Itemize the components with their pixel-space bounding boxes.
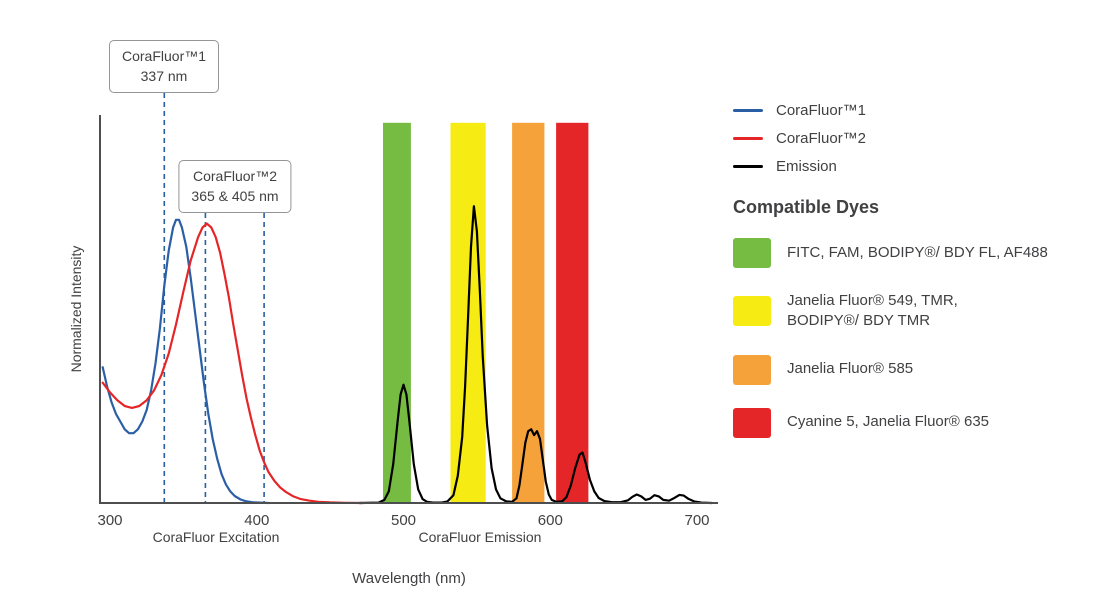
legend-item-corafluor2: CoraFluor™2	[733, 130, 1105, 147]
yellow-filter-swatch	[733, 296, 771, 327]
dye-item-orange: Janelia Fluor® 585	[733, 354, 1105, 385]
excitation-section-label: CoraFluor Excitation	[152, 529, 280, 545]
corafluor1-line-swatch	[733, 109, 763, 112]
callout-corafluor1-name: CoraFluor™1	[121, 48, 207, 64]
x-axis-label: Wavelength (nm)	[352, 570, 466, 587]
red-filter-swatch	[733, 407, 771, 438]
x-tick-label-300: 300	[97, 512, 122, 529]
filter-band-red	[556, 122, 589, 504]
legend-label-emission: Emission	[776, 158, 837, 175]
series-emission	[358, 205, 713, 505]
filter-band-green	[383, 122, 411, 504]
legend: CoraFluor™1 CoraFluor™2 Emission	[733, 102, 1105, 175]
x-tick-label-700: 700	[684, 512, 709, 529]
orange-filter-swatch	[733, 354, 771, 385]
dye-item-yellow: Janelia Fluor® 549, TMR, BODIPY®/ BDY TM…	[733, 291, 1105, 332]
y-axis-label: Normalized Intensity	[68, 245, 84, 373]
callout-corafluor2-name: CoraFluor™2	[192, 168, 278, 184]
callout-corafluor2: CoraFluor™2 365 & 405 nm	[178, 160, 292, 214]
legend-item-corafluor1: CoraFluor™1	[733, 102, 1105, 119]
legend-item-emission: Emission	[733, 158, 1105, 175]
spectra-chart-canvas: 300 400 500 600 700	[97, 84, 718, 529]
legend-label-corafluor1: CoraFluor™1	[776, 102, 867, 119]
green-filter-swatch	[733, 238, 771, 268]
emission-line-swatch	[733, 165, 763, 168]
orange-filter-dyes-label: Janelia Fluor® 585	[787, 360, 914, 378]
green-filter-dyes-label: FITC, FAM, BODIPY®/ BDY FL, AF488	[787, 243, 1048, 261]
x-tick-label-600: 600	[538, 512, 563, 529]
x-tick-label-500: 500	[391, 512, 416, 529]
filter-band-orange	[512, 122, 545, 504]
legend-label-corafluor2: CoraFluor™2	[776, 130, 867, 147]
x-tick-label-400: 400	[244, 512, 269, 529]
compatible-dyes-list: FITC, FAM, BODIPY®/ BDY FL, AF488 Janeli…	[733, 238, 1105, 438]
red-filter-dyes-label: Cyanine 5, Janelia Fluor® 635	[787, 413, 990, 431]
series-excitation-corafluor1	[101, 218, 270, 505]
yellow-filter-dyes-label: Janelia Fluor® 549, TMR, BODIPY®/ BDY TM…	[787, 292, 958, 330]
dye-item-red: Cyanine 5, Janelia Fluor® 635	[733, 407, 1105, 438]
emission-section-label: CoraFluor Emission	[418, 529, 542, 545]
corafluor2-line-swatch	[733, 137, 763, 140]
dye-item-green: FITC, FAM, BODIPY®/ BDY FL, AF488	[733, 238, 1105, 268]
legend-panel: CoraFluor™1 CoraFluor™2 Emission Compati…	[733, 102, 1105, 438]
callout-corafluor2-wavelength: 365 & 405 nm	[191, 187, 279, 204]
callout-corafluor1-wavelength: 337 nm	[140, 67, 188, 84]
compatible-dyes-heading: Compatible Dyes	[733, 197, 880, 217]
callout-corafluor1: CoraFluor™1 337 nm	[108, 40, 220, 94]
series-excitation-corafluor2	[101, 222, 364, 505]
